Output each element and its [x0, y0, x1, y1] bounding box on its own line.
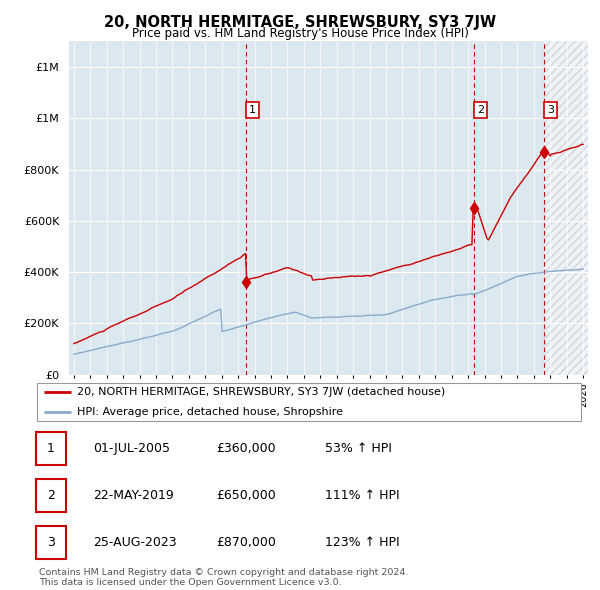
FancyBboxPatch shape	[36, 432, 66, 465]
Text: Contains HM Land Registry data © Crown copyright and database right 2024.
This d: Contains HM Land Registry data © Crown c…	[39, 568, 409, 587]
FancyBboxPatch shape	[36, 479, 66, 512]
Text: HPI: Average price, detached house, Shropshire: HPI: Average price, detached house, Shro…	[77, 407, 343, 417]
Text: 2: 2	[47, 489, 55, 502]
Text: Price paid vs. HM Land Registry's House Price Index (HPI): Price paid vs. HM Land Registry's House …	[131, 27, 469, 40]
Text: 1: 1	[249, 105, 256, 115]
Text: 1: 1	[47, 442, 55, 455]
Text: 3: 3	[47, 536, 55, 549]
FancyBboxPatch shape	[36, 526, 66, 559]
Text: £650,000: £650,000	[216, 489, 276, 502]
Text: 20, NORTH HERMITAGE, SHREWSBURY, SY3 7JW: 20, NORTH HERMITAGE, SHREWSBURY, SY3 7JW	[104, 15, 496, 30]
Text: 01-JUL-2005: 01-JUL-2005	[94, 442, 170, 455]
Text: 53% ↑ HPI: 53% ↑ HPI	[325, 442, 392, 455]
Text: 111% ↑ HPI: 111% ↑ HPI	[325, 489, 400, 502]
Text: 22-MAY-2019: 22-MAY-2019	[94, 489, 174, 502]
Bar	[544, 41, 600, 375]
Text: £870,000: £870,000	[216, 536, 276, 549]
Text: 123% ↑ HPI: 123% ↑ HPI	[325, 536, 400, 549]
Text: 20, NORTH HERMITAGE, SHREWSBURY, SY3 7JW (detached house): 20, NORTH HERMITAGE, SHREWSBURY, SY3 7JW…	[77, 387, 445, 396]
FancyBboxPatch shape	[37, 383, 581, 421]
Text: £360,000: £360,000	[216, 442, 276, 455]
Text: 3: 3	[547, 105, 554, 115]
Bar	[544, 41, 600, 375]
Text: 25-AUG-2023: 25-AUG-2023	[94, 536, 177, 549]
Text: 2: 2	[477, 105, 484, 115]
